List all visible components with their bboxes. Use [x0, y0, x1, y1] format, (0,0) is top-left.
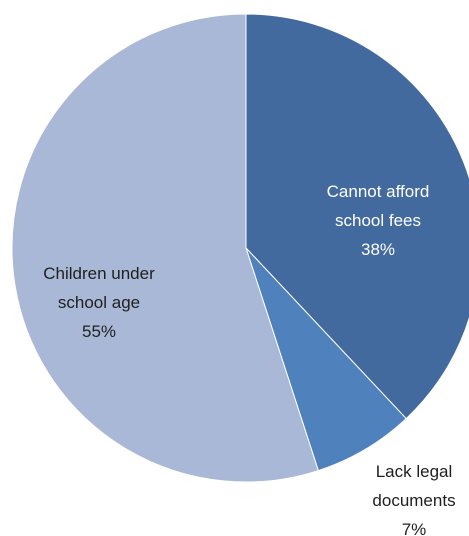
pie-slices	[11, 13, 469, 483]
slice-label-line: school age	[58, 293, 140, 312]
slice-label-line: Children under	[43, 264, 155, 283]
slice-percent: 38%	[361, 240, 395, 259]
pie-slice-0	[245, 13, 469, 420]
slice-label-line: Lack legal	[376, 462, 453, 481]
pie-labels: Cannot afford school fees 38% Lack legal doc…	[43, 182, 455, 536]
slice-percent: 7%	[402, 520, 427, 536]
slice-label-0: Cannot afford school fees 38%	[327, 182, 430, 259]
slice-label-line: documents	[372, 491, 455, 510]
slice-label-line: Cannot afford	[327, 182, 430, 201]
pie-slice-2	[11, 13, 319, 483]
pie-slice-1	[245, 247, 407, 472]
slice-label-2: Children under school age 55%	[43, 264, 155, 341]
slice-percent: 55%	[82, 322, 116, 341]
slice-label-1: Lack legal documents 7%	[372, 462, 455, 536]
slice-label-line: school fees	[335, 211, 421, 230]
